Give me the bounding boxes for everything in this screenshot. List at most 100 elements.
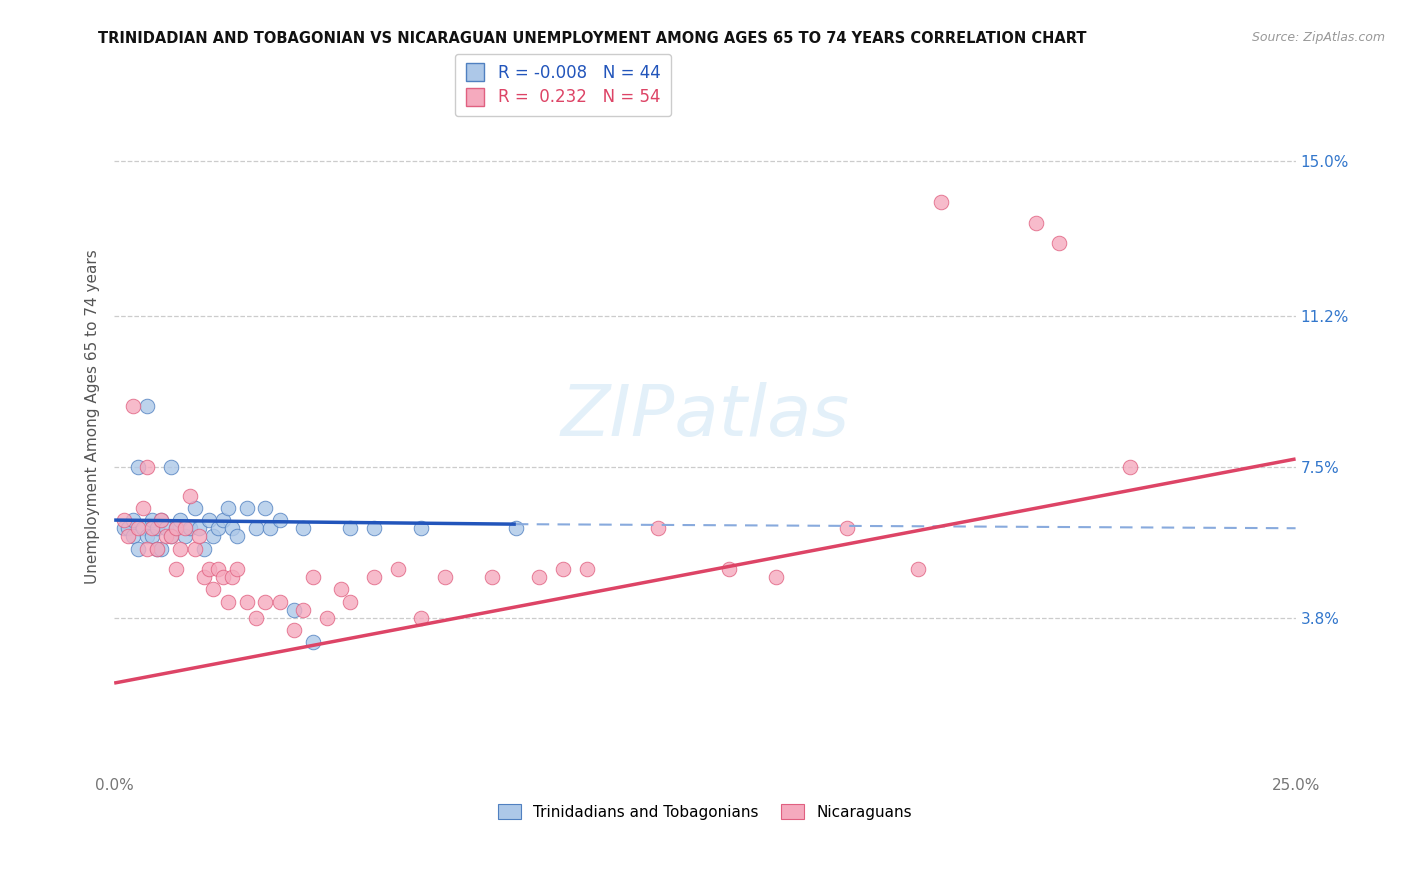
Text: TRINIDADIAN AND TOBAGONIAN VS NICARAGUAN UNEMPLOYMENT AMONG AGES 65 TO 74 YEARS : TRINIDADIAN AND TOBAGONIAN VS NICARAGUAN… [98, 31, 1087, 46]
Point [207, 562, 229, 576]
Point [127, 541, 149, 556]
Point [505, 521, 527, 535]
Point [717, 562, 740, 576]
Point [411, 521, 433, 535]
Point [292, 521, 315, 535]
Point [202, 582, 225, 597]
Point [1119, 460, 1142, 475]
Point [112, 521, 135, 535]
Point [575, 562, 598, 576]
Point [183, 500, 205, 515]
Point [169, 541, 191, 556]
Text: Source: ZipAtlas.com: Source: ZipAtlas.com [1251, 31, 1385, 45]
Point [131, 521, 153, 535]
Point [235, 500, 257, 515]
Point [179, 489, 201, 503]
Point [188, 521, 211, 535]
Point [765, 570, 787, 584]
Point [160, 529, 183, 543]
Point [160, 460, 183, 475]
Point [330, 582, 353, 597]
Point [193, 570, 215, 584]
Point [226, 529, 249, 543]
Point [226, 562, 249, 576]
Point [245, 611, 267, 625]
Point [553, 562, 575, 576]
Point [136, 399, 159, 413]
Point [212, 570, 235, 584]
Point [193, 541, 215, 556]
Point [127, 460, 149, 475]
Point [141, 513, 163, 527]
Point [155, 521, 177, 535]
Point [174, 529, 197, 543]
Point [387, 562, 409, 576]
Point [183, 541, 205, 556]
Point [301, 570, 323, 584]
Point [160, 529, 183, 543]
Point [145, 541, 167, 556]
Point [136, 460, 159, 475]
Point [212, 513, 235, 527]
Y-axis label: Unemployment Among Ages 65 to 74 years: Unemployment Among Ages 65 to 74 years [86, 249, 100, 583]
Point [1047, 235, 1070, 250]
Point [292, 603, 315, 617]
Point [117, 521, 139, 535]
Point [315, 611, 337, 625]
Point [529, 570, 551, 584]
Point [1025, 216, 1047, 230]
Point [197, 513, 219, 527]
Point [136, 529, 159, 543]
Text: ZIPatlas: ZIPatlas [561, 382, 849, 450]
Point [254, 500, 277, 515]
Point [155, 529, 177, 543]
Point [283, 623, 305, 637]
Point [339, 594, 361, 608]
Point [122, 529, 145, 543]
Point [269, 513, 291, 527]
Point [202, 529, 225, 543]
Point [235, 594, 257, 608]
Point [217, 594, 239, 608]
Point [150, 541, 173, 556]
Point [122, 399, 145, 413]
Point [165, 521, 187, 535]
Point [269, 594, 291, 608]
Point [835, 521, 858, 535]
Point [127, 521, 149, 535]
Point [169, 513, 191, 527]
Point [150, 513, 173, 527]
Point [301, 635, 323, 649]
Point [283, 603, 305, 617]
Point [165, 562, 187, 576]
Point [131, 500, 153, 515]
Point [188, 529, 211, 543]
Point [141, 521, 163, 535]
Point [259, 521, 281, 535]
Point [136, 541, 159, 556]
Point [221, 570, 243, 584]
Point [433, 570, 456, 584]
Point [165, 521, 187, 535]
Point [117, 529, 139, 543]
Point [254, 594, 277, 608]
Point [122, 513, 145, 527]
Point [339, 521, 361, 535]
Point [217, 500, 239, 515]
Point [179, 521, 201, 535]
Point [145, 521, 167, 535]
Point [411, 611, 433, 625]
Point [481, 570, 503, 584]
Point [363, 521, 385, 535]
Point [907, 562, 929, 576]
Point [174, 521, 197, 535]
Point [141, 529, 163, 543]
Point [112, 513, 135, 527]
Point [245, 521, 267, 535]
Point [197, 562, 219, 576]
Point [363, 570, 385, 584]
Point [647, 521, 669, 535]
Legend: Trinidadians and Tobagonians, Nicaraguans: Trinidadians and Tobagonians, Nicaraguan… [492, 797, 918, 826]
Point [207, 521, 229, 535]
Point [145, 541, 167, 556]
